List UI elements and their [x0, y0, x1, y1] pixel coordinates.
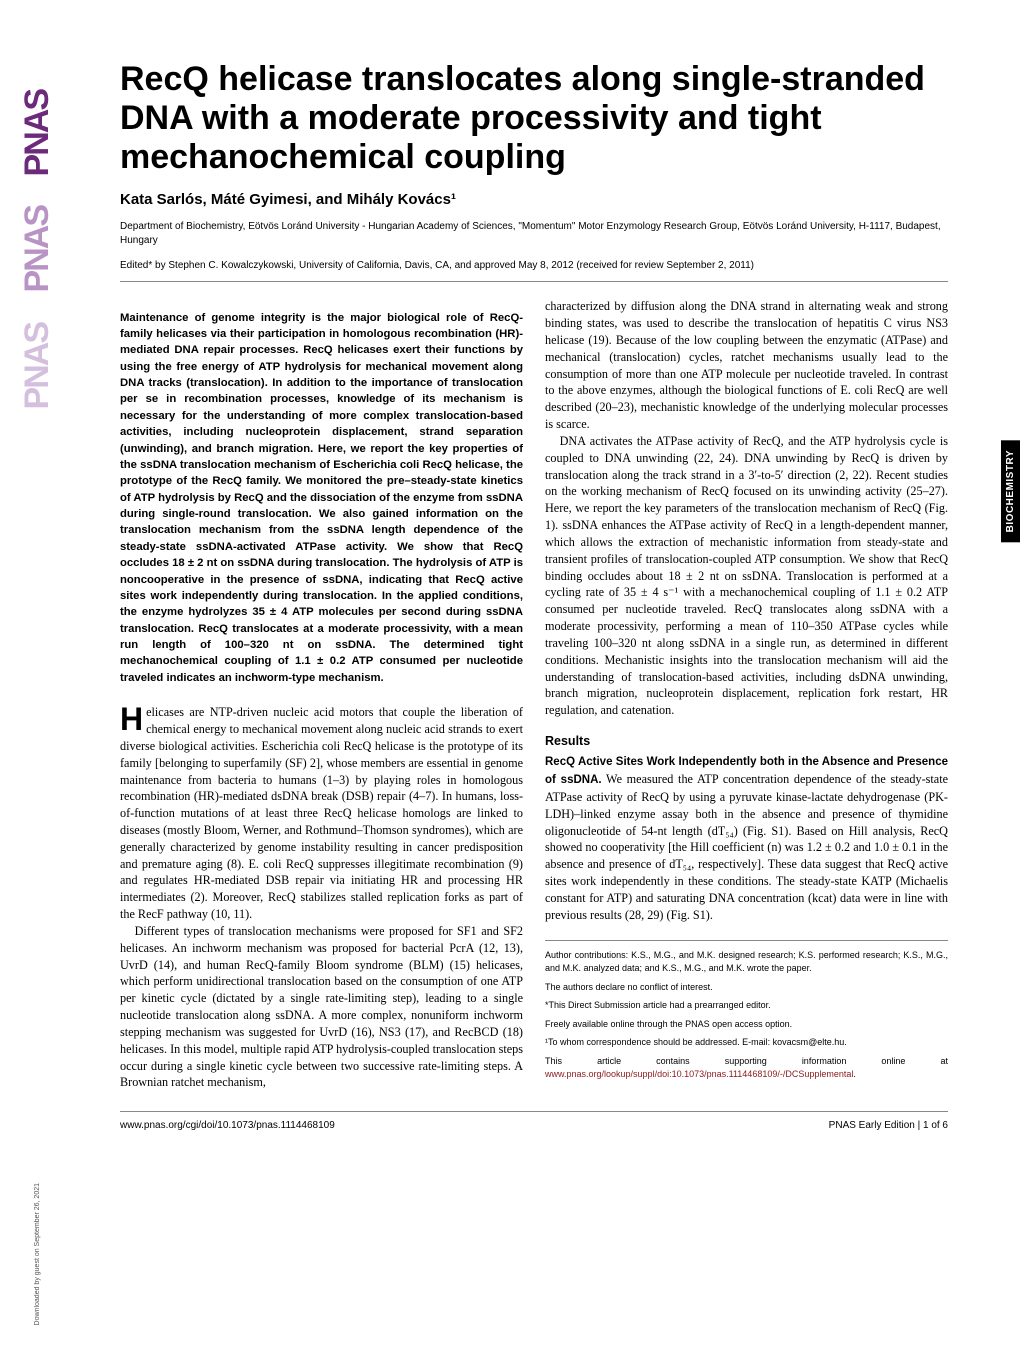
section-tab: BIOCHEMISTRY: [1001, 440, 1020, 542]
footnote-supporting-pre: This article contains supporting informa…: [545, 1056, 948, 1066]
article-affiliation: Department of Biochemistry, Eötvös Lorán…: [120, 220, 948, 248]
footnote-supporting: This article contains supporting informa…: [545, 1055, 948, 1082]
intro-p1-text: elicases are NTP-driven nucleic acid mot…: [120, 705, 523, 921]
right-column: characterized by diffusion along the DNA…: [545, 298, 948, 1091]
results-body-text: We measured the ATP concentration depend…: [545, 772, 948, 922]
article-authors: Kata Sarlós, Máté Gyimesi, and Mihály Ko…: [120, 191, 948, 208]
results-heading: Results: [545, 733, 948, 750]
supporting-info-link[interactable]: www.pnas.org/lookup/suppl/doi:10.1073/pn…: [545, 1069, 853, 1079]
footnotes-block: Author contributions: K.S., M.G., and M.…: [545, 940, 948, 1082]
footnote-contributions: Author contributions: K.S., M.G., and M.…: [545, 949, 948, 976]
footnote-conflict: The authors declare no conflict of inter…: [545, 981, 948, 995]
abstract-text: Maintenance of genome integrity is the m…: [120, 310, 523, 687]
pnas-logo-1: PNAS: [23, 90, 52, 176]
dropcap: H: [120, 704, 146, 733]
footnote-supporting-post: .: [853, 1069, 856, 1079]
two-column-body: Maintenance of genome integrity is the m…: [120, 298, 948, 1091]
footnote-editor: *This Direct Submission article had a pr…: [545, 999, 948, 1013]
page-footer: www.pnas.org/cgi/doi/10.1073/pnas.111446…: [120, 1111, 948, 1131]
left-column: Maintenance of genome integrity is the m…: [120, 298, 523, 1091]
footer-doi: www.pnas.org/cgi/doi/10.1073/pnas.111446…: [120, 1120, 335, 1131]
results-paragraph: RecQ Active Sites Work Independently bot…: [545, 753, 948, 923]
page-container: PNAS PNAS PNAS BIOCHEMISTRY RecQ helicas…: [0, 0, 1020, 1365]
col2-paragraph-1: characterized by diffusion along the DNA…: [545, 298, 948, 433]
download-watermark: Downloaded by guest on September 26, 202…: [34, 1183, 41, 1325]
footnote-open-access: Freely available online through the PNAS…: [545, 1018, 948, 1032]
footer-page-info: PNAS Early Edition | 1 of 6: [829, 1120, 948, 1131]
pnas-logo-2: PNAS: [23, 206, 52, 292]
pnas-logo-3: PNAS: [23, 323, 52, 409]
col2-paragraph-2: DNA activates the ATPase activity of Rec…: [545, 433, 948, 719]
journal-sidebar-logo: PNAS PNAS PNAS: [12, 90, 62, 1190]
edited-by-line: Edited* by Stephen C. Kowalczykowski, Un…: [120, 260, 948, 282]
article-title: RecQ helicase translocates along single-…: [120, 60, 948, 177]
intro-paragraph-2: Different types of translocation mechani…: [120, 923, 523, 1091]
intro-paragraph-1: Helicases are NTP-driven nucleic acid mo…: [120, 704, 523, 923]
footnote-correspondence: ¹To whom correspondence should be addres…: [545, 1036, 948, 1050]
